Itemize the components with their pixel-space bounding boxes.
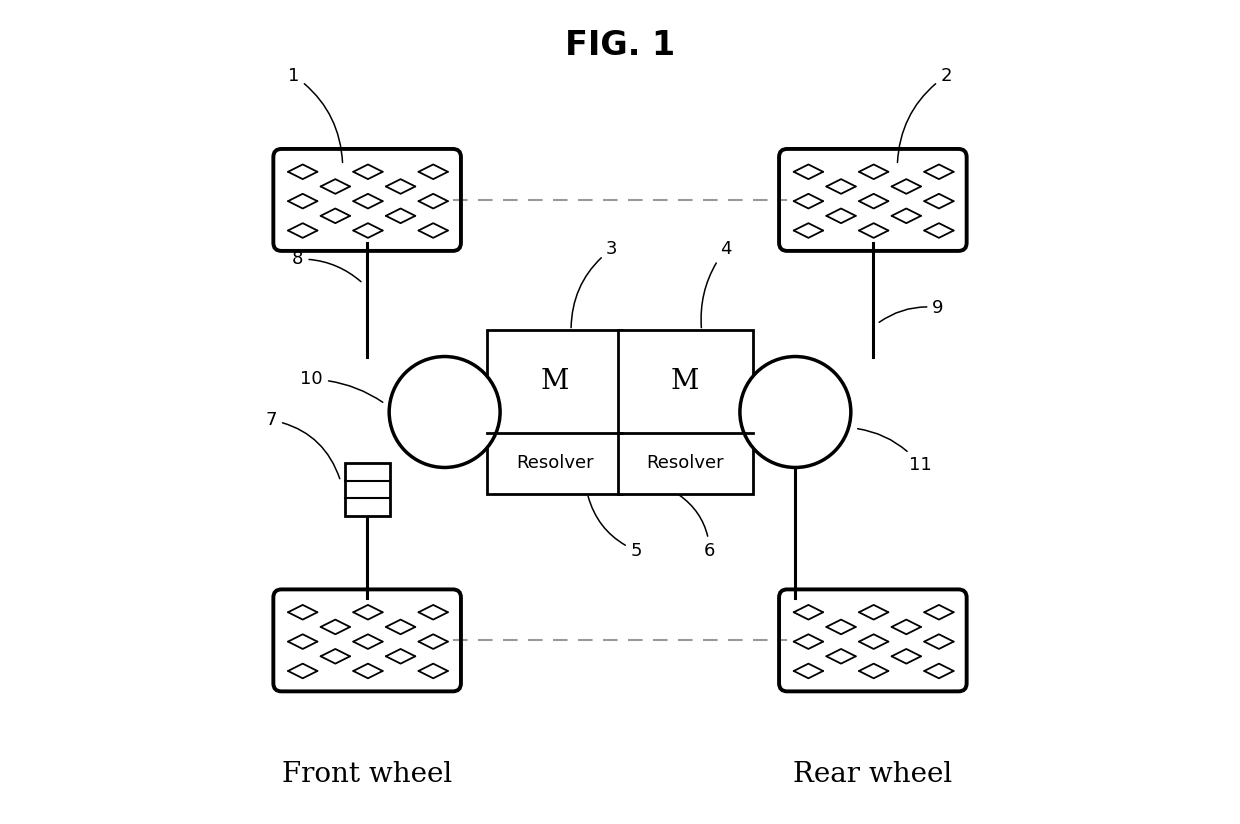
FancyBboxPatch shape <box>779 149 967 250</box>
Text: 5: 5 <box>588 496 642 559</box>
FancyBboxPatch shape <box>779 589 967 691</box>
Text: 10: 10 <box>300 370 383 402</box>
FancyBboxPatch shape <box>273 589 461 691</box>
Text: Resolver: Resolver <box>516 454 594 472</box>
Text: Front wheel: Front wheel <box>281 761 453 789</box>
Circle shape <box>740 357 851 467</box>
Circle shape <box>389 357 500 467</box>
Text: Rear wheel: Rear wheel <box>794 761 952 789</box>
Text: 8: 8 <box>293 250 361 282</box>
Text: 9: 9 <box>879 298 944 322</box>
Text: 1: 1 <box>288 67 342 162</box>
Text: Resolver: Resolver <box>646 454 724 472</box>
Text: 6: 6 <box>680 495 715 559</box>
Text: FIG. 1: FIG. 1 <box>565 29 675 62</box>
Text: 2: 2 <box>898 67 952 162</box>
Text: 3: 3 <box>572 240 618 328</box>
Bar <box>487 330 622 494</box>
Bar <box>618 330 753 494</box>
Text: 4: 4 <box>701 240 732 328</box>
FancyBboxPatch shape <box>273 149 461 250</box>
Bar <box>345 463 389 516</box>
Text: M: M <box>671 368 699 396</box>
Text: 11: 11 <box>858 428 931 474</box>
Text: 7: 7 <box>265 411 340 479</box>
Text: M: M <box>541 368 569 396</box>
